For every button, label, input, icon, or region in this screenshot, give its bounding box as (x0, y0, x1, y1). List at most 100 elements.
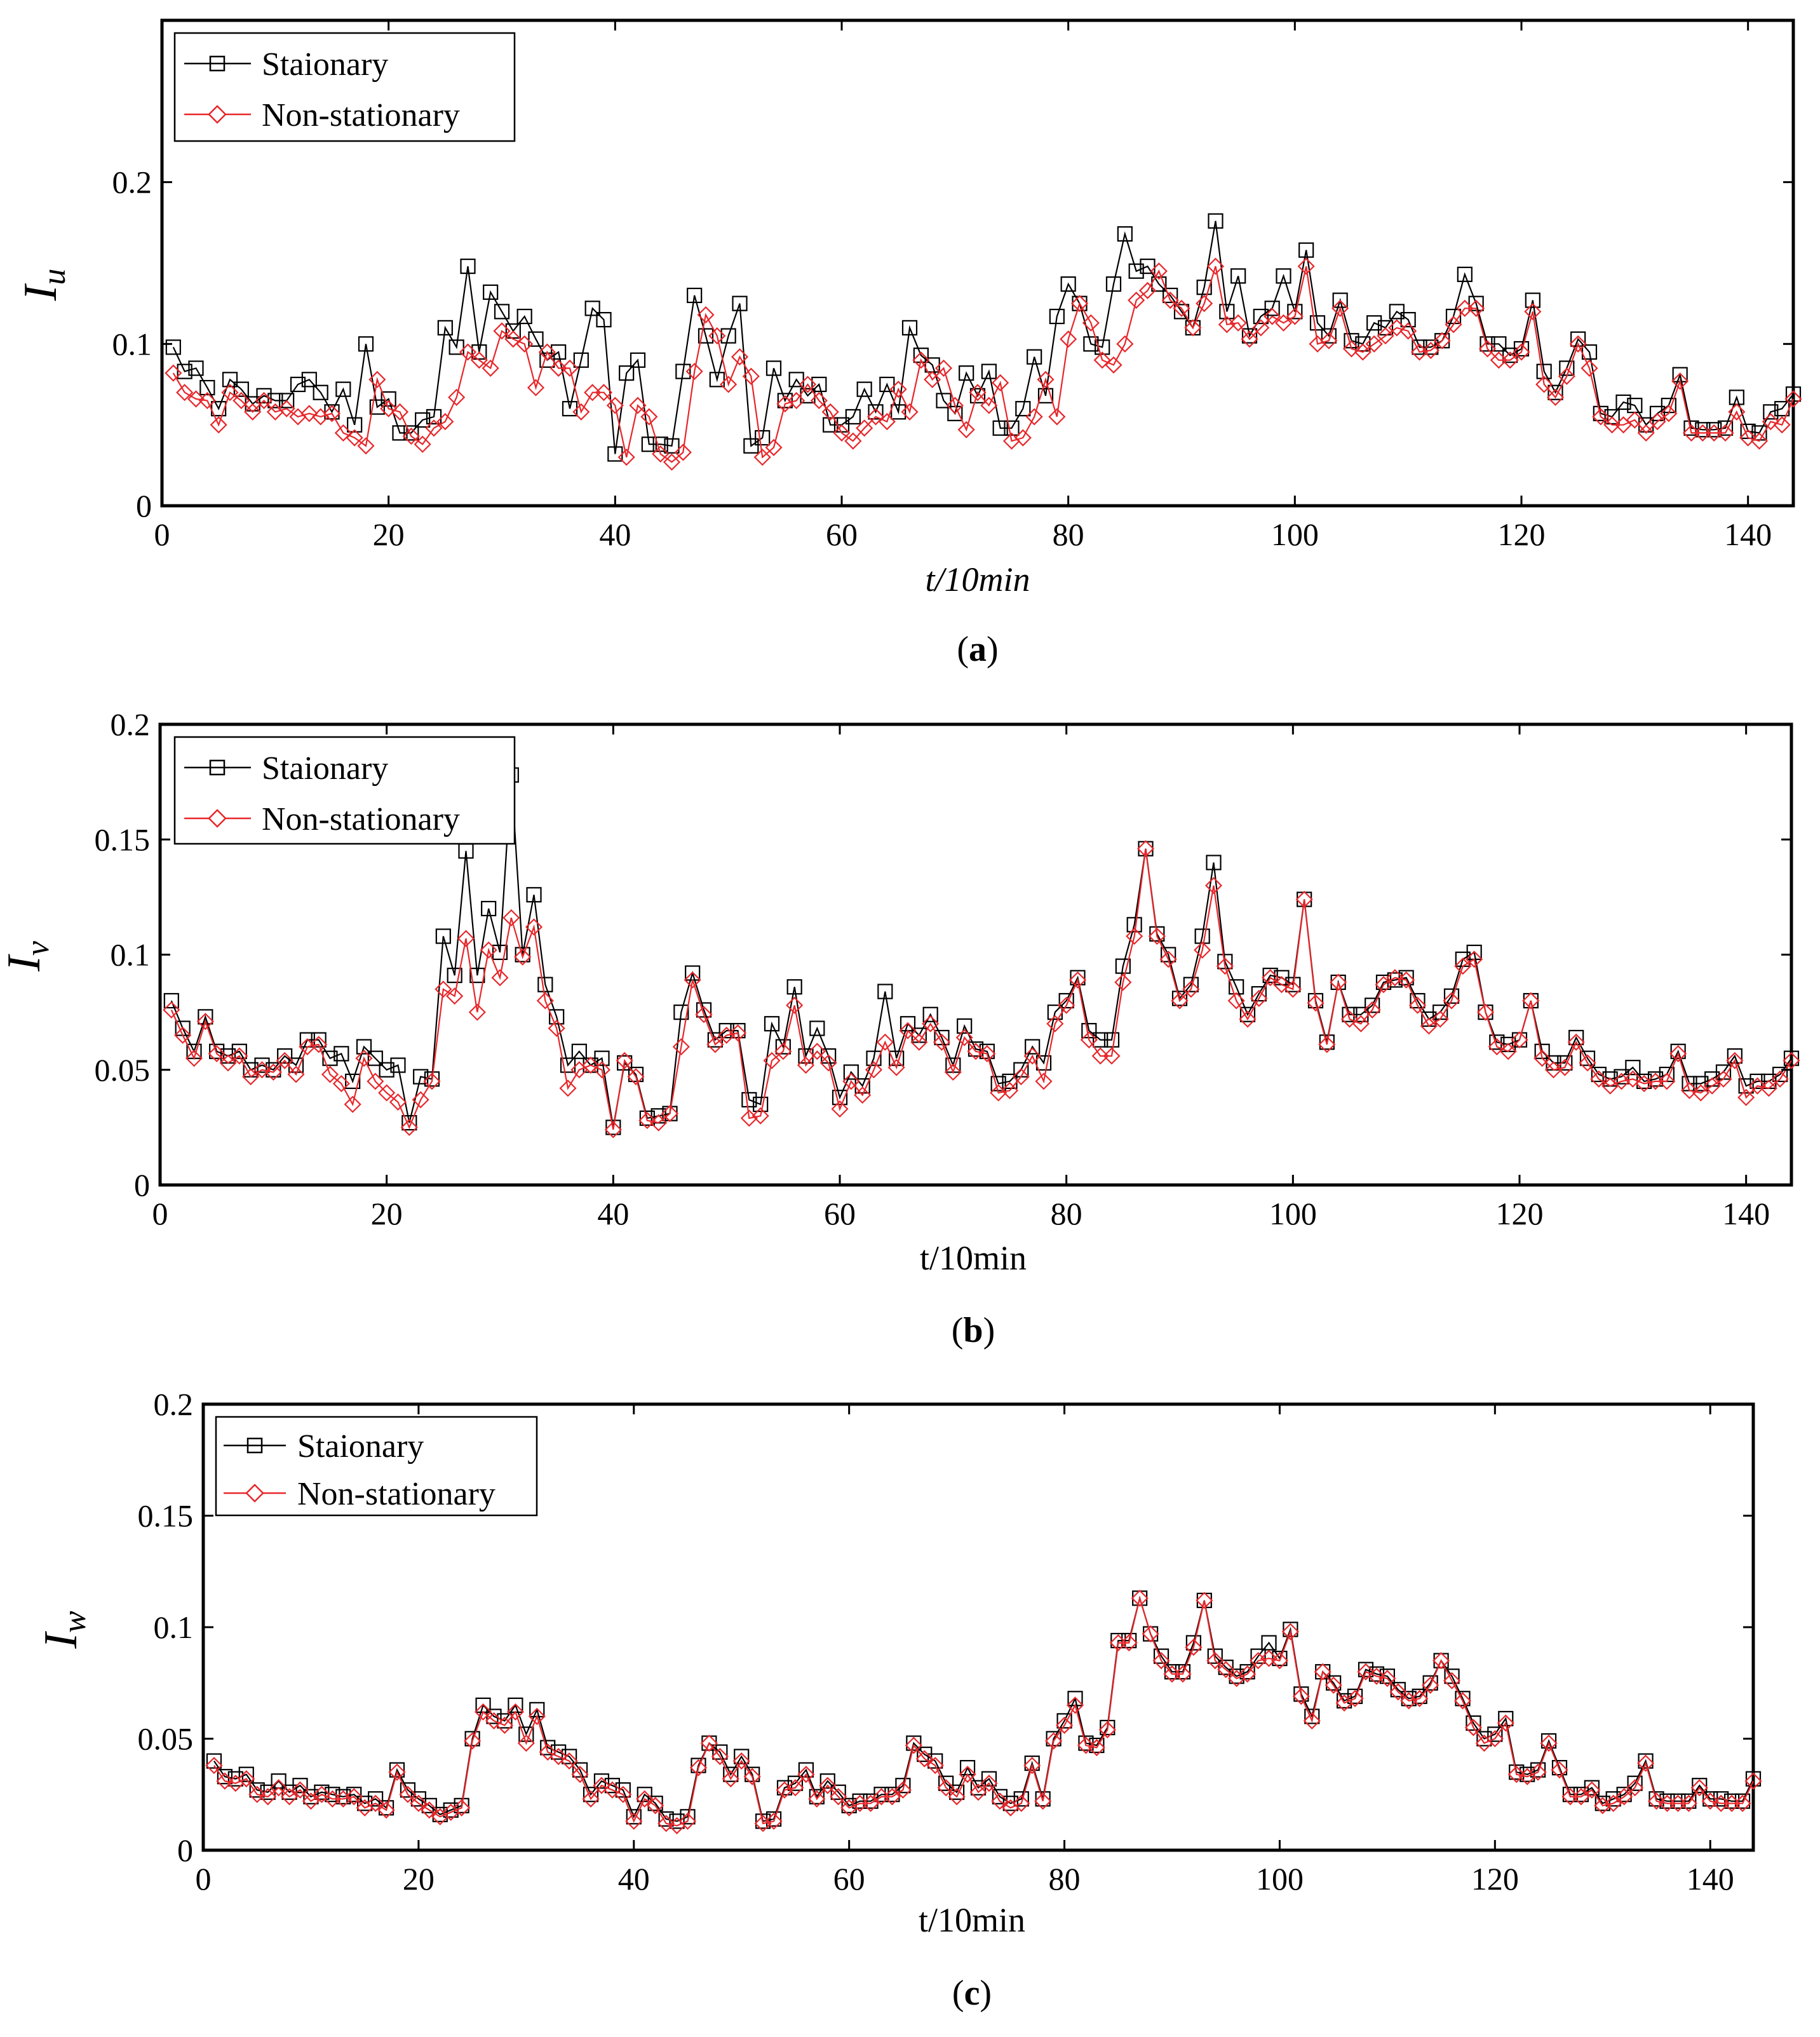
data-point-square (1283, 1621, 1298, 1637)
data-point-square (604, 1778, 620, 1794)
data-point-diamond (1783, 1052, 1800, 1069)
data-point-diamond (287, 1066, 305, 1083)
y-tick-label: 0.05 (95, 1052, 151, 1088)
data-point-square (1591, 1066, 1607, 1083)
data-point-square (163, 992, 179, 1009)
data-point-square (1304, 1709, 1320, 1724)
data-point-square (1117, 226, 1133, 242)
data-point-diamond (582, 1056, 600, 1074)
data-point-square (1004, 420, 1020, 436)
data-point-diamond (786, 996, 804, 1014)
data-point-diamond (1648, 413, 1666, 431)
data-point-diamond (830, 1788, 847, 1806)
y-axis-label-b: Iv (0, 940, 56, 972)
data-point-diamond (548, 1019, 565, 1038)
data-point-diamond (187, 390, 205, 408)
data-point-square (895, 1778, 911, 1794)
data-point-diamond (786, 1779, 804, 1797)
data-point-square (389, 1762, 405, 1778)
data-point-square (1627, 1775, 1643, 1791)
data-point-diamond (1728, 403, 1746, 421)
data-point-diamond (1524, 302, 1542, 320)
data-point-diamond (948, 1788, 966, 1806)
data-point-square (1525, 292, 1540, 308)
data-point-square (1095, 339, 1110, 355)
data-point-diamond (1476, 1003, 1495, 1021)
data-point-square (1251, 986, 1267, 1002)
data-point-diamond (1091, 1047, 1109, 1065)
data-point-diamond (216, 1772, 234, 1790)
data-point-diamond (924, 370, 941, 388)
x-tick-label: 80 (1051, 1196, 1082, 1231)
data-point-diamond (636, 1790, 654, 1808)
data-point-diamond (1058, 996, 1075, 1014)
data-point-square (497, 1713, 513, 1729)
data-point-diamond (1558, 367, 1575, 385)
data-point-square (369, 399, 385, 415)
data-point-diamond (774, 1043, 792, 1060)
data-point-diamond (410, 1794, 428, 1812)
data-point-square (1035, 1055, 1052, 1071)
data-point-square (938, 1775, 954, 1791)
data-point-diamond (367, 1794, 384, 1812)
data-point-diamond (1342, 340, 1361, 358)
data-point-square (367, 1050, 383, 1066)
data-point-square (1616, 1787, 1632, 1803)
data-point-square (481, 900, 497, 917)
data-point-diamond (1184, 319, 1202, 337)
data-point-square (238, 1766, 254, 1782)
data-point-diamond (1196, 295, 1213, 313)
data-point-diamond (1411, 1689, 1429, 1707)
data-point-diamond (593, 1776, 610, 1794)
legend-c: Staionary Non-stationary (215, 1416, 538, 1517)
data-point-square (1568, 1029, 1584, 1046)
data-point-square (1103, 1032, 1120, 1048)
data-point-diamond (1013, 1794, 1030, 1812)
data-point-square (669, 1813, 685, 1829)
data-point-diamond (1464, 1719, 1482, 1736)
data-point-square (551, 1744, 567, 1760)
data-point-square (334, 1046, 349, 1062)
data-point-diamond (196, 1013, 214, 1031)
data-point-diamond (278, 400, 295, 417)
data-point-diamond (1229, 314, 1247, 332)
data-point-square (177, 363, 192, 379)
caption-a: (a) (957, 630, 998, 669)
data-point-square (626, 1809, 642, 1825)
data-point-square (734, 1749, 750, 1764)
data-point-square (483, 284, 499, 300)
data-point-diamond (399, 1785, 417, 1803)
legend-b: Staionary Non-stationary (173, 736, 516, 845)
data-point-diamond (661, 1105, 679, 1123)
data-point-diamond (1035, 1073, 1053, 1090)
data-point-square (1307, 992, 1324, 1009)
data-point-square (1593, 405, 1608, 421)
data-point-square (811, 376, 827, 393)
data-point-diamond (1346, 1689, 1364, 1707)
data-point-square (1604, 409, 1620, 425)
data-point-diamond (402, 427, 420, 445)
data-point-diamond (657, 1815, 675, 1832)
data-point-diamond (425, 419, 443, 437)
data-point-diamond (697, 306, 715, 324)
data-point-diamond (221, 384, 239, 402)
data-point-diamond (1637, 1754, 1655, 1772)
data-point-square (1390, 1682, 1406, 1698)
data-point-square (1149, 926, 1165, 942)
data-point-square (1398, 970, 1414, 985)
data-point-diamond (560, 1752, 578, 1770)
data-point-square (1025, 1039, 1041, 1055)
data-point-square (992, 420, 1008, 436)
data-point-square (1476, 1731, 1492, 1747)
x-tick-label: 40 (618, 1861, 650, 1897)
data-point-square (628, 1066, 644, 1083)
data-point-diamond (423, 1073, 441, 1090)
data-point-square (845, 409, 861, 425)
y-tick-label: 0.1 (112, 326, 152, 362)
data-point-square (424, 1071, 440, 1087)
data-point-square (357, 1796, 373, 1811)
data-point-square (786, 979, 802, 995)
data-point-diamond (1126, 927, 1143, 945)
data-point-diamond (593, 1061, 611, 1079)
data-point-diamond (1138, 281, 1157, 299)
